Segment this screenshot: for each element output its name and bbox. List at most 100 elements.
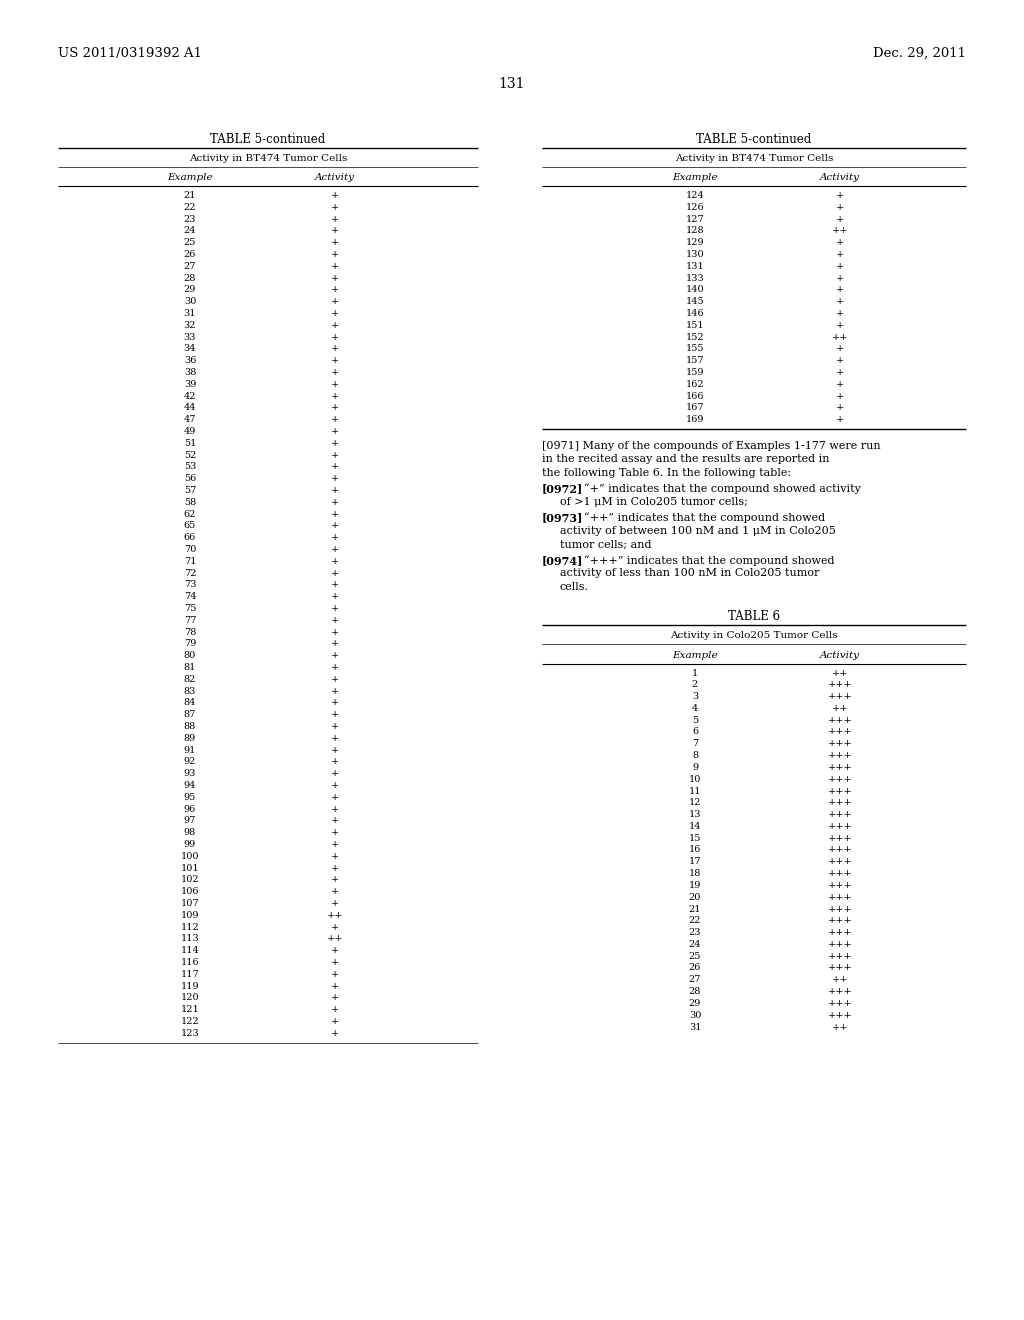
Text: 7: 7 <box>692 739 698 748</box>
Text: 73: 73 <box>183 581 197 590</box>
Text: 36: 36 <box>184 356 197 366</box>
Text: +: + <box>331 215 339 223</box>
Text: +++: +++ <box>827 880 852 890</box>
Text: ++: ++ <box>327 911 343 920</box>
Text: 17: 17 <box>689 857 701 866</box>
Text: 22: 22 <box>183 203 197 211</box>
Text: 56: 56 <box>184 474 197 483</box>
Text: 82: 82 <box>184 675 197 684</box>
Text: +: + <box>331 392 339 400</box>
Text: 166: 166 <box>686 392 705 400</box>
Text: 145: 145 <box>686 297 705 306</box>
Text: +++: +++ <box>827 810 852 820</box>
Text: 23: 23 <box>183 215 197 223</box>
Text: +++: +++ <box>827 869 852 878</box>
Text: +: + <box>836 321 844 330</box>
Text: 74: 74 <box>183 593 197 601</box>
Text: ++: ++ <box>831 333 848 342</box>
Text: 113: 113 <box>180 935 200 944</box>
Text: +: + <box>331 616 339 624</box>
Text: 116: 116 <box>180 958 200 968</box>
Text: 98: 98 <box>184 828 197 837</box>
Text: 159: 159 <box>686 368 705 378</box>
Text: 3: 3 <box>692 692 698 701</box>
Text: +: + <box>331 227 339 235</box>
Text: +++: +++ <box>827 692 852 701</box>
Text: +: + <box>836 249 844 259</box>
Text: 93: 93 <box>184 770 197 779</box>
Text: 12: 12 <box>689 799 701 808</box>
Text: 26: 26 <box>689 964 701 973</box>
Text: 81: 81 <box>184 663 197 672</box>
Text: +: + <box>331 627 339 636</box>
Text: 79: 79 <box>184 639 197 648</box>
Text: 162: 162 <box>686 380 705 389</box>
Text: 31: 31 <box>689 1023 701 1031</box>
Text: 53: 53 <box>184 462 197 471</box>
Text: +: + <box>836 380 844 389</box>
Text: [0971] Many of the compounds of Examples 1-177 were run: [0971] Many of the compounds of Examples… <box>542 441 881 451</box>
Text: 112: 112 <box>180 923 200 932</box>
Text: 102: 102 <box>180 875 200 884</box>
Text: 84: 84 <box>184 698 197 708</box>
Text: +: + <box>331 474 339 483</box>
Text: +: + <box>331 1028 339 1038</box>
Text: 100: 100 <box>181 851 200 861</box>
Text: 33: 33 <box>183 333 197 342</box>
Text: 114: 114 <box>180 946 200 956</box>
Text: 71: 71 <box>183 557 197 566</box>
Text: 28: 28 <box>184 273 197 282</box>
Text: +: + <box>331 793 339 801</box>
Text: 131: 131 <box>686 261 705 271</box>
Text: 65: 65 <box>184 521 197 531</box>
Text: +++: +++ <box>827 787 852 796</box>
Text: +: + <box>836 345 844 354</box>
Text: +: + <box>331 770 339 779</box>
Text: 131: 131 <box>499 77 525 91</box>
Text: +: + <box>331 1006 339 1014</box>
Text: 117: 117 <box>180 970 200 979</box>
Text: 26: 26 <box>184 249 197 259</box>
Text: +++: +++ <box>827 751 852 760</box>
Text: 25: 25 <box>184 238 197 247</box>
Text: Example: Example <box>167 173 213 182</box>
Text: +: + <box>331 946 339 956</box>
Text: +: + <box>331 639 339 648</box>
Text: +: + <box>331 321 339 330</box>
Text: 155: 155 <box>686 345 705 354</box>
Text: +: + <box>331 651 339 660</box>
Text: +++: +++ <box>827 834 852 842</box>
Text: +: + <box>331 521 339 531</box>
Text: Activity: Activity <box>820 173 860 182</box>
Text: +: + <box>836 203 844 211</box>
Text: +++: +++ <box>827 715 852 725</box>
Text: +: + <box>331 368 339 378</box>
Text: Activity in BT474 Tumor Cells: Activity in BT474 Tumor Cells <box>675 154 834 162</box>
Text: +: + <box>331 345 339 354</box>
Text: US 2011/0319392 A1: US 2011/0319392 A1 <box>58 48 202 59</box>
Text: ++: ++ <box>327 935 343 944</box>
Text: +: + <box>331 285 339 294</box>
Text: Activity: Activity <box>315 173 355 182</box>
Text: 133: 133 <box>686 273 705 282</box>
Text: +++: +++ <box>827 727 852 737</box>
Text: 10: 10 <box>689 775 701 784</box>
Text: +++: +++ <box>827 822 852 830</box>
Text: +++: +++ <box>827 892 852 902</box>
Text: +: + <box>331 887 339 896</box>
Text: +: + <box>331 840 339 849</box>
Text: +: + <box>331 380 339 389</box>
Text: “+++” indicates that the compound showed: “+++” indicates that the compound showed <box>584 554 835 566</box>
Text: 1: 1 <box>692 668 698 677</box>
Text: +++: +++ <box>827 940 852 949</box>
Text: +: + <box>331 698 339 708</box>
Text: TABLE 5-continued: TABLE 5-continued <box>696 133 812 147</box>
Text: 157: 157 <box>686 356 705 366</box>
Text: 97: 97 <box>184 816 197 825</box>
Text: 6: 6 <box>692 727 698 737</box>
Text: 51: 51 <box>184 438 197 447</box>
Text: 39: 39 <box>184 380 197 389</box>
Text: TABLE 5-continued: TABLE 5-continued <box>210 133 326 147</box>
Text: +: + <box>836 309 844 318</box>
Text: 78: 78 <box>184 627 197 636</box>
